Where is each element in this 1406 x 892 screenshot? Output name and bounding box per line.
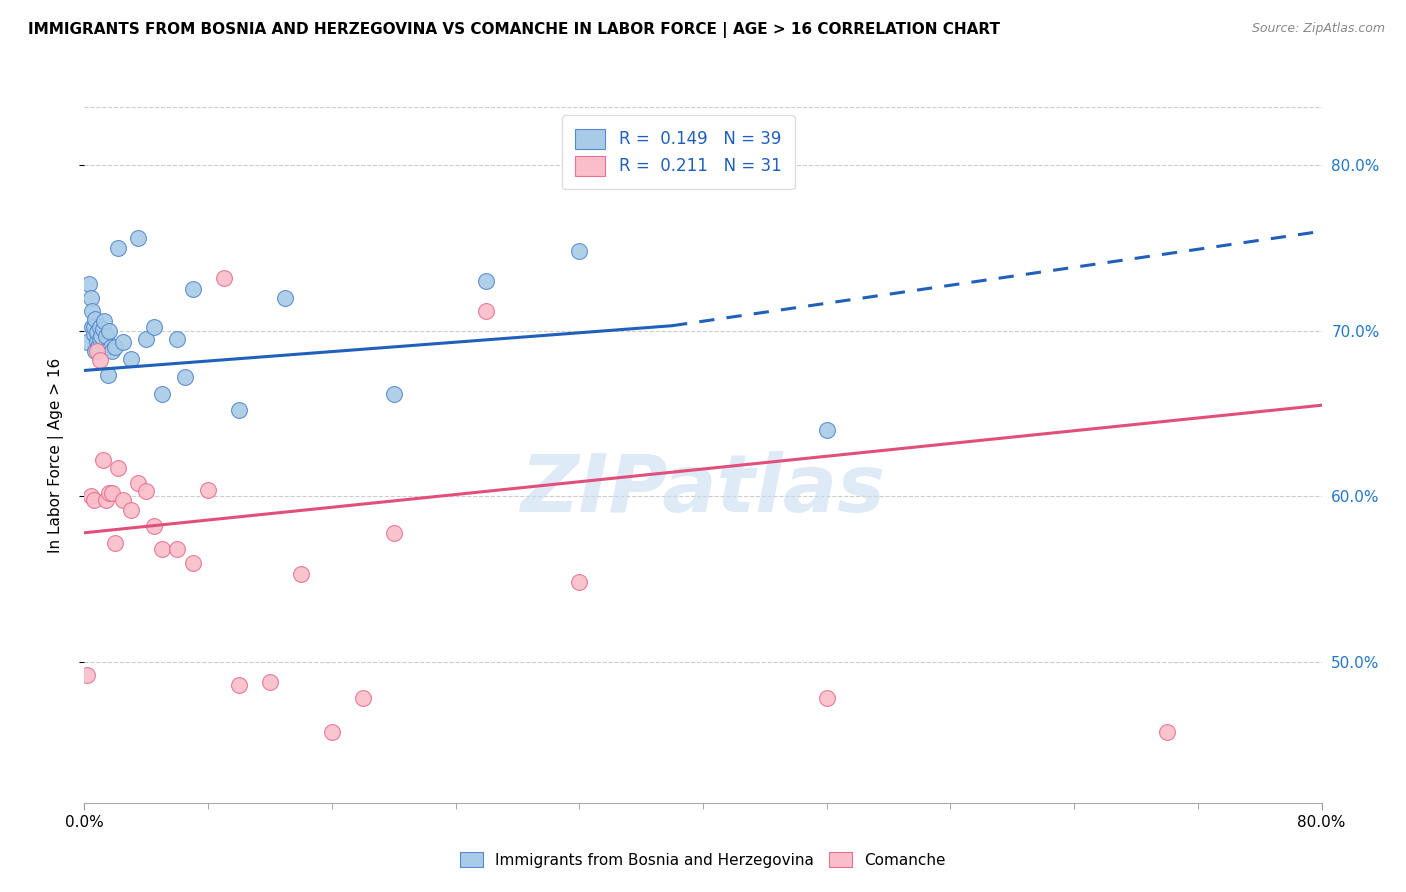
Point	[77, 277, 100, 292]
Point	[815, 691, 838, 706]
Point	[181, 556, 204, 570]
Point	[475, 303, 498, 318]
Legend: R =  0.149   N = 39, R =  0.211   N = 31: R = 0.149 N = 39, R = 0.211 N = 31	[562, 115, 794, 189]
Point	[104, 340, 127, 354]
Point	[89, 332, 111, 346]
Point	[568, 575, 591, 590]
Point	[100, 340, 122, 354]
Point	[135, 484, 157, 499]
Point	[135, 332, 157, 346]
Point	[228, 403, 250, 417]
Point	[83, 320, 105, 334]
Point	[90, 328, 112, 343]
Point	[76, 335, 98, 350]
Point	[93, 314, 115, 328]
Point	[166, 332, 188, 346]
Point	[112, 335, 135, 350]
Point	[94, 328, 117, 343]
Point	[1156, 724, 1178, 739]
Point	[97, 368, 120, 383]
Point	[166, 542, 188, 557]
Point	[143, 320, 166, 334]
Point	[82, 303, 104, 318]
Text: Source: ZipAtlas.com: Source: ZipAtlas.com	[1251, 22, 1385, 36]
Point	[98, 486, 121, 500]
Point	[259, 674, 281, 689]
Y-axis label: In Labor Force | Age > 16: In Labor Force | Age > 16	[48, 358, 63, 552]
Point	[104, 535, 127, 549]
Point	[87, 340, 110, 354]
Point	[83, 492, 105, 507]
Point	[94, 492, 117, 507]
Point	[128, 476, 150, 491]
Point	[101, 486, 124, 500]
Point	[568, 244, 591, 259]
Point	[76, 668, 98, 682]
Point	[101, 343, 124, 358]
Point	[212, 270, 235, 285]
Text: IMMIGRANTS FROM BOSNIA AND HERZEGOVINA VS COMANCHE IN LABOR FORCE | AGE > 16 COR: IMMIGRANTS FROM BOSNIA AND HERZEGOVINA V…	[28, 22, 1000, 38]
Point	[89, 353, 111, 368]
Point	[120, 502, 142, 516]
Legend: Immigrants from Bosnia and Herzegovina, Comanche: Immigrants from Bosnia and Herzegovina, …	[453, 844, 953, 875]
Point	[84, 312, 107, 326]
Point	[82, 320, 104, 334]
Point	[382, 525, 405, 540]
Point	[79, 291, 101, 305]
Point	[290, 567, 312, 582]
Point	[150, 386, 173, 401]
Point	[274, 291, 297, 305]
Point	[84, 343, 107, 358]
Point	[815, 423, 838, 437]
Point	[112, 492, 135, 507]
Point	[174, 370, 197, 384]
Point	[181, 282, 204, 296]
Point	[83, 326, 105, 341]
Point	[197, 483, 219, 497]
Point	[228, 678, 250, 692]
Point	[86, 343, 108, 358]
Point	[86, 326, 108, 340]
Point	[107, 241, 129, 255]
Point	[475, 274, 498, 288]
Text: ZIPatlas: ZIPatlas	[520, 450, 886, 529]
Point	[128, 231, 150, 245]
Point	[107, 461, 129, 475]
Point	[91, 453, 114, 467]
Point	[352, 691, 374, 706]
Point	[91, 322, 114, 336]
Point	[98, 324, 121, 338]
Point	[86, 334, 108, 348]
Point	[382, 386, 405, 401]
Point	[120, 351, 142, 366]
Point	[143, 519, 166, 533]
Point	[150, 542, 173, 557]
Point	[321, 724, 343, 739]
Point	[89, 320, 111, 334]
Point	[79, 489, 101, 503]
